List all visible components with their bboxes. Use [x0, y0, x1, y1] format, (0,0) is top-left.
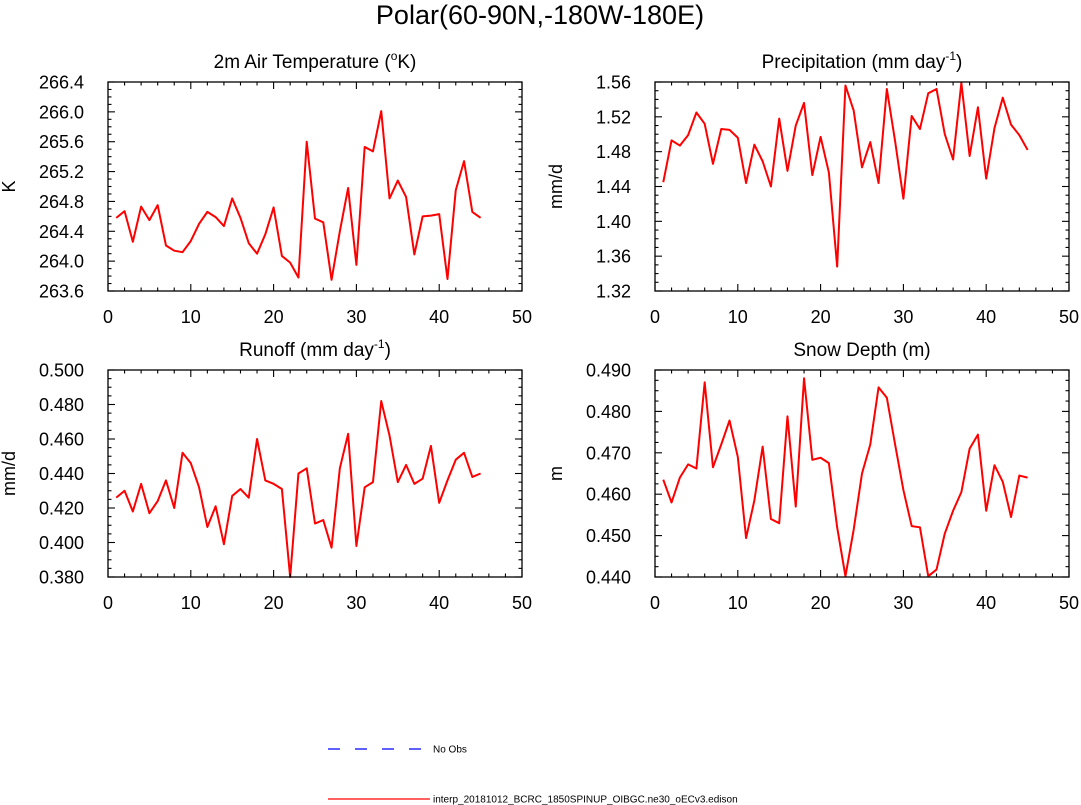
y-axis-label: K [0, 180, 19, 192]
y-tick-label: 264.0 [39, 252, 84, 272]
panel-title: Runoff (mm day-1) [239, 337, 391, 361]
y-tick-label: 0.460 [586, 485, 631, 505]
legend-model-label: interp_20181012_BCRC_1850SPINUP_OIBGC.ne… [433, 795, 738, 805]
series-line [115, 110, 482, 281]
y-tick-label: 0.380 [39, 568, 84, 588]
x-tick-label: 20 [264, 593, 284, 613]
x-tick-label: 30 [893, 593, 913, 613]
y-tick-label: 1.52 [596, 107, 631, 127]
plot-frame [107, 369, 523, 578]
y-tick-label: 264.8 [39, 192, 84, 212]
y-axis-label: mm/d [546, 164, 566, 209]
x-tick-label: 0 [103, 593, 113, 613]
x-tick-label: 50 [512, 593, 532, 613]
panel-title-suffix: K) [397, 52, 416, 73]
y-tick-label: 265.6 [39, 132, 84, 152]
legend: No Obs interp_20181012_BCRC_1850SPINUP_O… [328, 745, 738, 805]
y-tick-label: 263.6 [39, 282, 84, 302]
panel-title-text: 2m Air Temperature ( [214, 52, 392, 73]
x-tick-label: 50 [512, 307, 532, 327]
y-tick-label: 0.460 [39, 430, 84, 450]
x-tick-label: 20 [811, 307, 831, 327]
y-tick-label: 264.4 [39, 222, 84, 242]
x-tick-label: 50 [1059, 593, 1079, 613]
main-title: Polar(60-90N,-180W-180E) [376, 0, 704, 30]
y-tick-label: 0.470 [586, 443, 631, 463]
y-tick-label: 265.2 [39, 162, 84, 182]
y-tick-label: 0.490 [586, 361, 631, 381]
series-line [662, 377, 1028, 578]
x-tick-label: 30 [893, 307, 913, 327]
x-tick-label: 0 [103, 307, 113, 327]
x-tick-label: 30 [346, 307, 366, 327]
x-tick-label: 20 [811, 593, 831, 613]
x-tick-label: 10 [181, 307, 201, 327]
y-tick-label: 0.420 [39, 499, 84, 519]
panel-1: 0 10 20 30 40 50 263.6 264.0 264.4 264.8 265.2 265.… [0, 49, 532, 327]
y-tick-label: 0.450 [586, 526, 631, 546]
panel-title-superscript: -1 [374, 337, 385, 351]
panel-title-suffix: ) [385, 340, 391, 361]
y-tick-label: 1.40 [596, 212, 631, 232]
y-tick-label: 1.44 [596, 177, 631, 197]
x-tick-label: 0 [650, 307, 660, 327]
y-tick-label: 1.32 [596, 282, 631, 302]
panel-title-superscript: o [391, 49, 398, 63]
y-tick-label: 0.480 [39, 395, 84, 415]
panel-title: Precipitation (mm day-1) [762, 49, 963, 73]
series-line [662, 81, 1029, 268]
y-tick-label: 1.56 [596, 73, 631, 93]
x-tick-label: 20 [264, 307, 284, 327]
y-tick-label: 1.48 [596, 142, 631, 162]
x-tick-label: 50 [1059, 307, 1079, 327]
y-tick-label: 0.500 [39, 361, 84, 381]
x-tick-label: 10 [728, 307, 748, 327]
series-line [115, 400, 481, 578]
panel-title: 2m Air Temperature (oK) [214, 49, 417, 73]
x-tick-label: 30 [346, 593, 366, 613]
legend-obs-label: No Obs [433, 745, 467, 756]
plot-frame [107, 81, 523, 292]
panel-2: 0 10 20 30 40 50 1.32 1.36 1.40 1.44 1.48 1.52 1.56 P… [546, 49, 1079, 327]
y-tick-label: 1.36 [596, 247, 631, 267]
panel-title-superscript: -1 [945, 49, 956, 63]
x-tick-label: 40 [976, 593, 996, 613]
panel-3: 0 10 20 30 40 50 0.380 0.400 0.420 0.440 0.460 0.48… [0, 337, 532, 613]
y-tick-label: 0.480 [586, 402, 631, 422]
panel-4: 0 10 20 30 40 50 0.440 0.450 0.460 0.470 0.480 0.49… [546, 340, 1079, 613]
y-tick-label: 0.440 [586, 568, 631, 588]
y-tick-label: 0.400 [39, 533, 84, 553]
x-tick-label: 40 [429, 593, 449, 613]
y-tick-label: 266.0 [39, 102, 84, 122]
x-tick-label: 10 [181, 593, 201, 613]
x-tick-label: 40 [429, 307, 449, 327]
y-tick-label: 266.4 [39, 73, 84, 93]
y-axis-label: mm/d [0, 451, 19, 496]
y-axis-label: m [546, 466, 566, 481]
y-tick-label: 0.440 [39, 464, 84, 484]
x-tick-label: 40 [976, 307, 996, 327]
chart-panels: 0 10 20 30 40 50 263.6 264.0 264.4 264.8 265.2 265.… [0, 49, 1079, 613]
panel-title-text: Runoff (mm day [239, 340, 374, 361]
panel-title-text: Snow Depth (m) [793, 340, 930, 361]
panel-title: Snow Depth (m) [793, 340, 930, 361]
panel-title-suffix: ) [956, 52, 962, 73]
x-tick-label: 0 [650, 593, 660, 613]
panel-title-text: Precipitation (mm day [762, 52, 946, 73]
x-tick-label: 10 [728, 593, 748, 613]
